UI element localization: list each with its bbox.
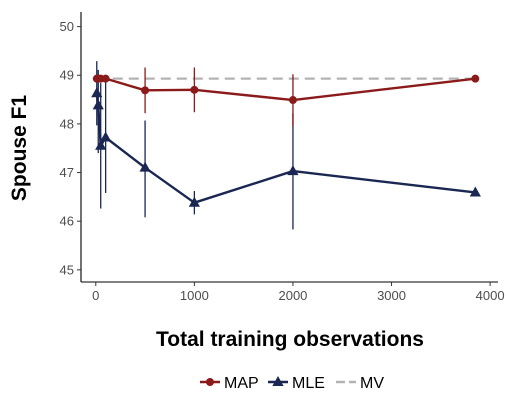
data-point-mle: [188, 196, 200, 207]
data-point-mle: [139, 161, 151, 172]
series-map: [92, 67, 480, 127]
x-tick-label: 0: [92, 288, 99, 303]
x-tick-label: 1000: [180, 288, 209, 303]
data-point-mle: [287, 165, 299, 176]
y-axis-title: Spouse F1: [8, 95, 31, 202]
legend-item-map: MAP: [200, 375, 259, 392]
legend: MAP MLE MV: [200, 375, 384, 392]
axes-layer: 45 46 47 48 49 50 0 1000 2000 3000 4000: [60, 12, 505, 303]
x-tick-label: 2000: [278, 288, 307, 303]
series-line-mle: [95, 93, 476, 204]
x-axis-title: Total training observations: [156, 328, 424, 351]
data-point-map: [288, 96, 297, 105]
x-tick-label: 3000: [377, 288, 406, 303]
y-tick-label: 46: [60, 214, 74, 229]
legend-marker-map: [206, 378, 214, 386]
legend-item-mle: MLE: [268, 375, 325, 392]
series-mle: [91, 61, 481, 230]
data-point-mle: [91, 87, 103, 98]
data-point-map: [141, 86, 150, 95]
data-point-mle: [100, 131, 112, 142]
series-line-map: [96, 77, 476, 102]
y-tick-label: 50: [60, 19, 74, 34]
data-point-mle: [469, 186, 481, 197]
data-point-map: [471, 74, 480, 83]
legend-label-mle: MLE: [292, 375, 325, 392]
x-tick-label: 4000: [476, 288, 505, 303]
data-point-mle: [95, 139, 107, 150]
series-layer: [91, 61, 481, 230]
data-point-map: [101, 74, 110, 83]
legend-marker-mle: [272, 376, 284, 386]
legend-label-map: MAP: [224, 375, 259, 392]
y-tick-label: 45: [60, 262, 74, 277]
data-point-map: [190, 85, 199, 94]
legend-item-mv: MV: [336, 375, 384, 392]
legend-label-mv: MV: [360, 375, 384, 392]
data-point-mle: [92, 99, 104, 110]
y-tick-label: 49: [60, 68, 74, 83]
y-tick-label: 48: [60, 116, 74, 131]
y-tick-label: 47: [60, 165, 74, 180]
